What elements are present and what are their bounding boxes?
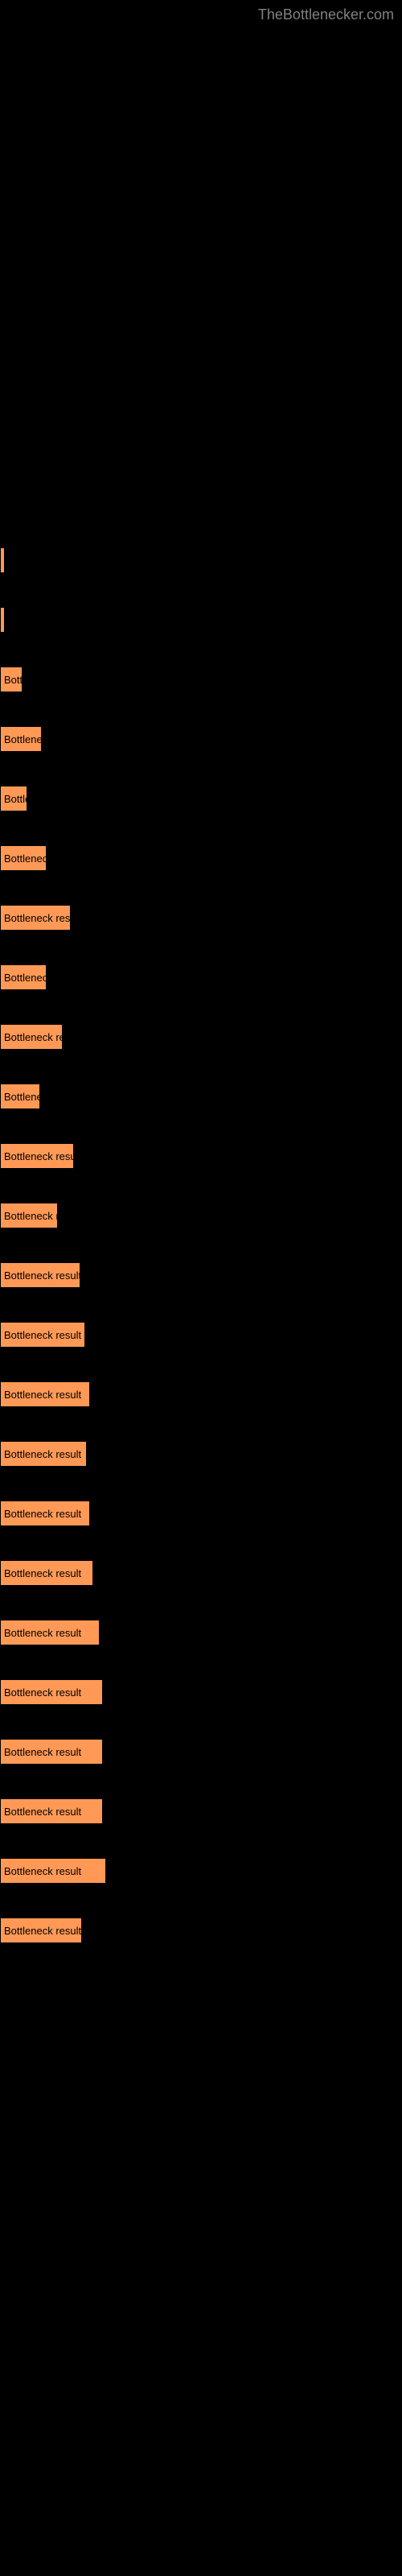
bar-row: Bottleneck [0, 964, 402, 990]
watermark: TheBottlenecker.com [258, 6, 394, 23]
bar-row: Bottleneck result [0, 1381, 402, 1407]
bar-label: Bottleneck result [4, 1627, 81, 1639]
bar-7: Bottleneck [0, 964, 47, 990]
bar-18: Bottleneck result [0, 1620, 100, 1645]
bar-row: Bottleneck result [0, 1441, 402, 1467]
bar-label: Bottleneck result [4, 1508, 81, 1520]
bar-label: Bottlenec [4, 1091, 40, 1103]
bar-row: Bottleneck [0, 726, 402, 752]
bar-row: Bottleneck result [0, 1679, 402, 1705]
bar-11: Bottleneck r [0, 1203, 58, 1228]
bar-row: Bottleneck result [0, 1858, 402, 1884]
bar-15: Bottleneck result [0, 1441, 87, 1467]
bar-label: Bottleneck result [4, 1865, 81, 1877]
bar-row [0, 547, 402, 573]
bar-label: Bottleneck resu [4, 1150, 74, 1162]
bar-row: Bottleneck result [0, 1501, 402, 1526]
bar-label: Bottleneck re [4, 1031, 63, 1043]
bar-20: Bottleneck result [0, 1739, 103, 1765]
bar-6: Bottleneck res [0, 905, 71, 931]
bar-row: Bottleneck result [0, 1918, 402, 1943]
bar-row: Bottleneck [0, 845, 402, 871]
bar-label: Bottleneck result [4, 1686, 81, 1699]
bar-23: Bottleneck result [0, 1918, 82, 1943]
bar-21: Bottleneck result [0, 1798, 103, 1824]
bar-label: Bottleneck [4, 733, 42, 745]
bar-2: Bottle [0, 667, 23, 692]
bar-label: Bottleneck res [4, 912, 70, 924]
bar-row: Bottleneck result [0, 1262, 402, 1288]
bar-row: Bottleneck result [0, 1798, 402, 1824]
bar-row: Bottleneck result [0, 1560, 402, 1586]
bar-22: Bottleneck result [0, 1858, 106, 1884]
bar-label: Bottleneck result [4, 1329, 81, 1341]
bar-5: Bottleneck [0, 845, 47, 871]
bar-label: Bottle [4, 674, 23, 686]
bar-label: Bottleneck result [4, 1448, 81, 1460]
bar-row: Bottlenec [0, 1084, 402, 1109]
bar-row: Bottleneck result [0, 1739, 402, 1765]
bar-row: Bottleneck resu [0, 1143, 402, 1169]
bar-label: Bottleneck [4, 972, 47, 984]
bar-19: Bottleneck result [0, 1679, 103, 1705]
bar-row: Bottleneck result [0, 1322, 402, 1348]
bar-row: Bottleneck r [0, 1203, 402, 1228]
bar-row: Bottle [0, 667, 402, 692]
bar-row: Bottleneck res [0, 905, 402, 931]
bar-row: Bottleneck result [0, 1620, 402, 1645]
bar-label: Bottler [4, 793, 27, 805]
bar-row: Bottler [0, 786, 402, 811]
bar-label: Bottleneck result [4, 1269, 80, 1282]
bar-row [0, 607, 402, 633]
bar-label: Bottleneck result [4, 1746, 81, 1758]
bar-14: Bottleneck result [0, 1381, 90, 1407]
bar-chart: Bottle Bottleneck Bottler Bottleneck Bot… [0, 0, 402, 1943]
bar-8: Bottleneck re [0, 1024, 63, 1050]
bar-row: Bottleneck re [0, 1024, 402, 1050]
bar-10: Bottleneck resu [0, 1143, 74, 1169]
bar-label: Bottleneck result [4, 1806, 81, 1818]
bar-3: Bottleneck [0, 726, 42, 752]
bar-4: Bottler [0, 786, 27, 811]
bar-label: Bottleneck result [4, 1925, 81, 1937]
bar-1 [0, 607, 5, 633]
bar-label: Bottleneck result [4, 1567, 81, 1579]
bar-16: Bottleneck result [0, 1501, 90, 1526]
bar-0 [0, 547, 5, 573]
bar-label: Bottleneck [4, 852, 47, 865]
bar-9: Bottlenec [0, 1084, 40, 1109]
bar-label: Bottleneck result [4, 1389, 81, 1401]
bar-12: Bottleneck result [0, 1262, 80, 1288]
bar-13: Bottleneck result [0, 1322, 85, 1348]
bar-17: Bottleneck result [0, 1560, 93, 1586]
bar-label: Bottleneck r [4, 1210, 58, 1222]
